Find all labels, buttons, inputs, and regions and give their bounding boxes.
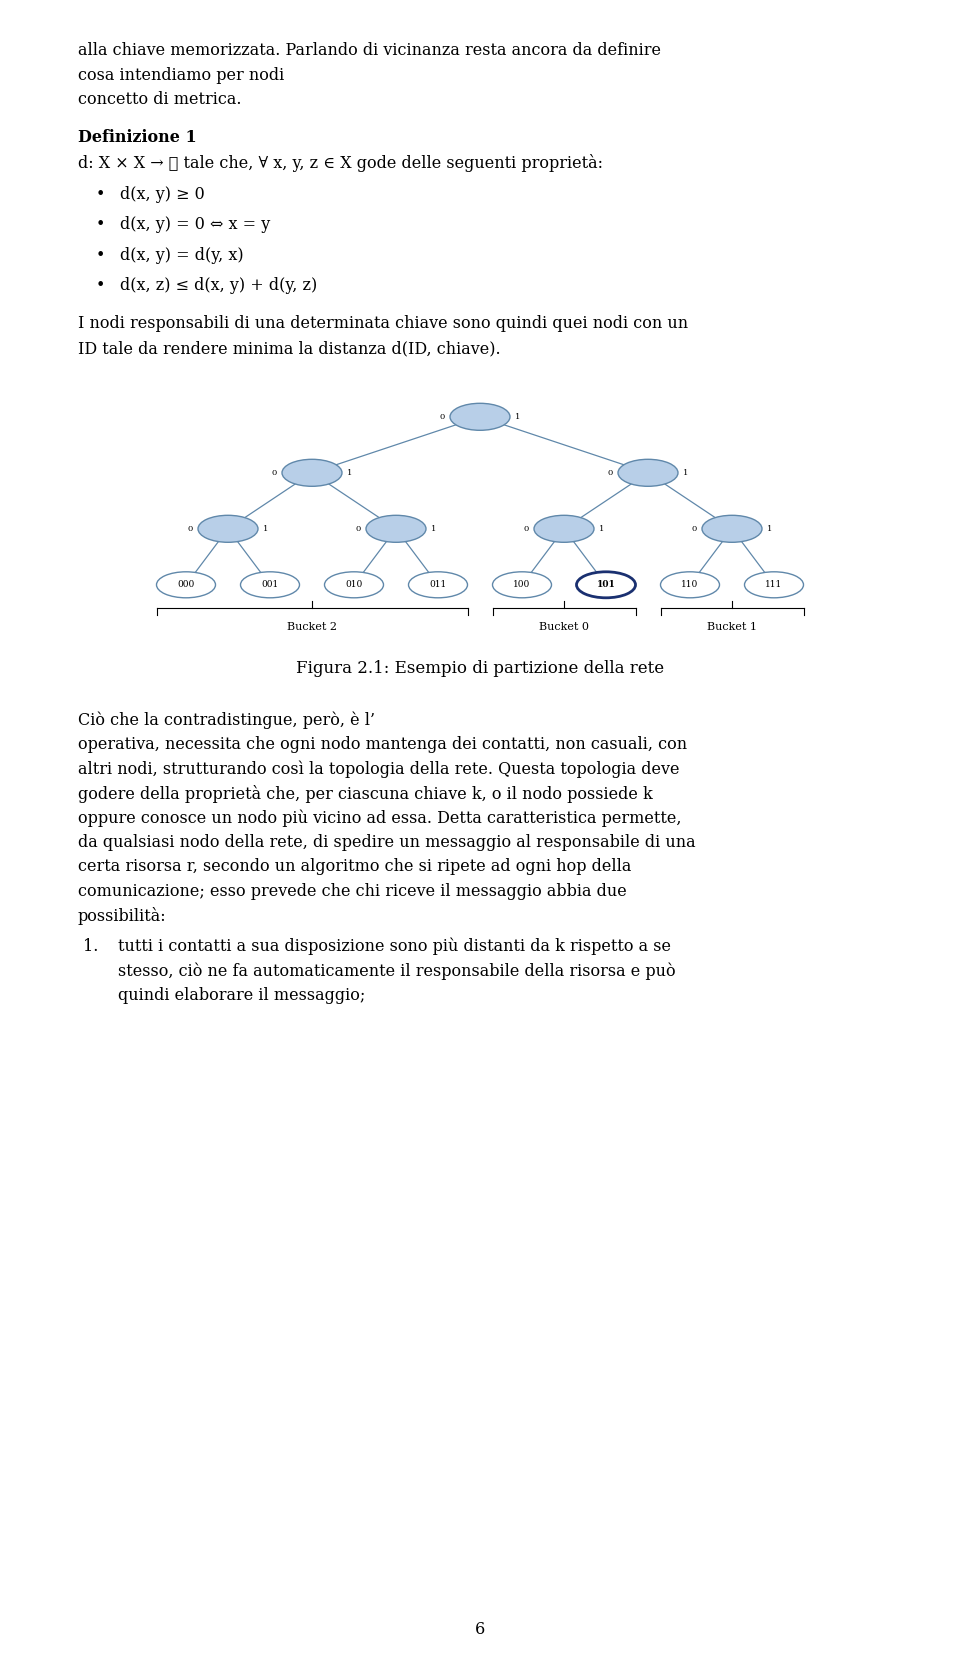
- Text: concetto di metrica.: concetto di metrica.: [78, 91, 242, 107]
- Text: comunicazione; esso prevede che chi riceve il messaggio abbia due: comunicazione; esso prevede che chi rice…: [78, 883, 627, 899]
- Ellipse shape: [366, 516, 426, 542]
- Text: certa risorsa r, secondo un algoritmo che si ripete ad ogni hop della: certa risorsa r, secondo un algoritmo ch…: [78, 858, 632, 874]
- Text: 1: 1: [683, 469, 688, 476]
- Text: •: •: [96, 185, 106, 203]
- Text: possibilità:: possibilità:: [78, 907, 167, 926]
- Text: 0: 0: [524, 524, 529, 532]
- Text: alla chiave memorizzata. Parlando di vicinanza resta ancora da definire: alla chiave memorizzata. Parlando di vic…: [78, 41, 661, 60]
- Ellipse shape: [282, 460, 342, 486]
- Ellipse shape: [241, 572, 300, 598]
- Text: •: •: [96, 246, 106, 263]
- Text: 011: 011: [429, 580, 446, 590]
- Text: Bucket 0: Bucket 0: [539, 622, 589, 631]
- Text: 101: 101: [596, 580, 615, 590]
- Text: quindi elaborare il messaggio;: quindi elaborare il messaggio;: [118, 987, 366, 1003]
- Text: 000: 000: [178, 580, 195, 590]
- Text: d: X × X → ℜ tale che, ∀ x, y, z ∈ X gode delle seguenti proprietà:: d: X × X → ℜ tale che, ∀ x, y, z ∈ X god…: [78, 154, 603, 172]
- Text: 1: 1: [515, 413, 520, 422]
- Ellipse shape: [660, 572, 719, 598]
- Text: 0: 0: [608, 469, 613, 476]
- Text: d(x, y) = d(y, x): d(x, y) = d(y, x): [120, 246, 244, 263]
- Text: 0: 0: [272, 469, 277, 476]
- Ellipse shape: [492, 572, 551, 598]
- Text: cosa intendiamo per nodi: cosa intendiamo per nodi: [78, 66, 289, 84]
- Text: godere della proprietà che, per ciascuna chiave k, o il nodo possiede k: godere della proprietà che, per ciascuna…: [78, 785, 653, 803]
- Text: 111: 111: [765, 580, 782, 590]
- Text: •: •: [96, 217, 106, 233]
- Text: oppure conosce un nodo più vicino ad essa. Detta caratteristica permette,: oppure conosce un nodo più vicino ad ess…: [78, 808, 682, 826]
- Ellipse shape: [409, 572, 468, 598]
- Text: ID tale da rendere minima la distanza d(ID, chiave).: ID tale da rendere minima la distanza d(…: [78, 341, 500, 357]
- Text: •: •: [96, 278, 106, 294]
- Text: 0: 0: [188, 524, 193, 532]
- Text: 1: 1: [347, 469, 352, 476]
- Text: Bucket 1: Bucket 1: [707, 622, 757, 631]
- Text: d(x, y) = 0 ⇔ x = y: d(x, y) = 0 ⇔ x = y: [120, 217, 271, 233]
- Text: 0: 0: [356, 524, 361, 532]
- Text: Definizione 1: Definizione 1: [78, 129, 197, 145]
- Text: 1.: 1.: [83, 937, 98, 954]
- Ellipse shape: [450, 403, 510, 430]
- Ellipse shape: [745, 572, 804, 598]
- Text: 1: 1: [263, 524, 269, 532]
- Text: Ciò che la contradistingue, però, è l’: Ciò che la contradistingue, però, è l’: [78, 711, 375, 729]
- Text: 100: 100: [514, 580, 531, 590]
- Text: d(x, y) ≥ 0: d(x, y) ≥ 0: [120, 185, 204, 203]
- Text: altri nodi, strutturando così la topologia della rete. Questa topologia deve: altri nodi, strutturando così la topolog…: [78, 760, 680, 777]
- Text: 1: 1: [599, 524, 605, 532]
- Text: 0: 0: [440, 413, 445, 422]
- Ellipse shape: [156, 572, 215, 598]
- Ellipse shape: [534, 516, 594, 542]
- Ellipse shape: [577, 572, 636, 598]
- Text: I nodi responsabili di una determinata chiave sono quindi quei nodi con un: I nodi responsabili di una determinata c…: [78, 316, 688, 332]
- Text: 1: 1: [767, 524, 773, 532]
- Text: operativa, necessita che ogni nodo mantenga dei contatti, non casuali, con: operativa, necessita che ogni nodo mante…: [78, 736, 687, 752]
- Text: 010: 010: [346, 580, 363, 590]
- Text: Figura 2.1: Esempio di partizione della rete: Figura 2.1: Esempio di partizione della …: [296, 660, 664, 676]
- Ellipse shape: [618, 460, 678, 486]
- Text: 6: 6: [475, 1622, 485, 1638]
- Text: Bucket 2: Bucket 2: [287, 622, 337, 631]
- Ellipse shape: [198, 516, 258, 542]
- Text: 001: 001: [261, 580, 278, 590]
- Text: 0: 0: [692, 524, 697, 532]
- Text: stesso, ciò ne fa automaticamente il responsabile della risorsa e può: stesso, ciò ne fa automaticamente il res…: [118, 962, 676, 980]
- Text: da qualsiasi nodo della rete, di spedire un messaggio al responsabile di una: da qualsiasi nodo della rete, di spedire…: [78, 833, 696, 851]
- Text: tutti i contatti a sua disposizione sono più distanti da k rispetto a se: tutti i contatti a sua disposizione sono…: [118, 937, 671, 955]
- Ellipse shape: [324, 572, 383, 598]
- Text: 110: 110: [682, 580, 699, 590]
- Text: 1: 1: [431, 524, 437, 532]
- Ellipse shape: [702, 516, 762, 542]
- Text: d(x, z) ≤ d(x, y) + d(y, z): d(x, z) ≤ d(x, y) + d(y, z): [120, 278, 317, 294]
